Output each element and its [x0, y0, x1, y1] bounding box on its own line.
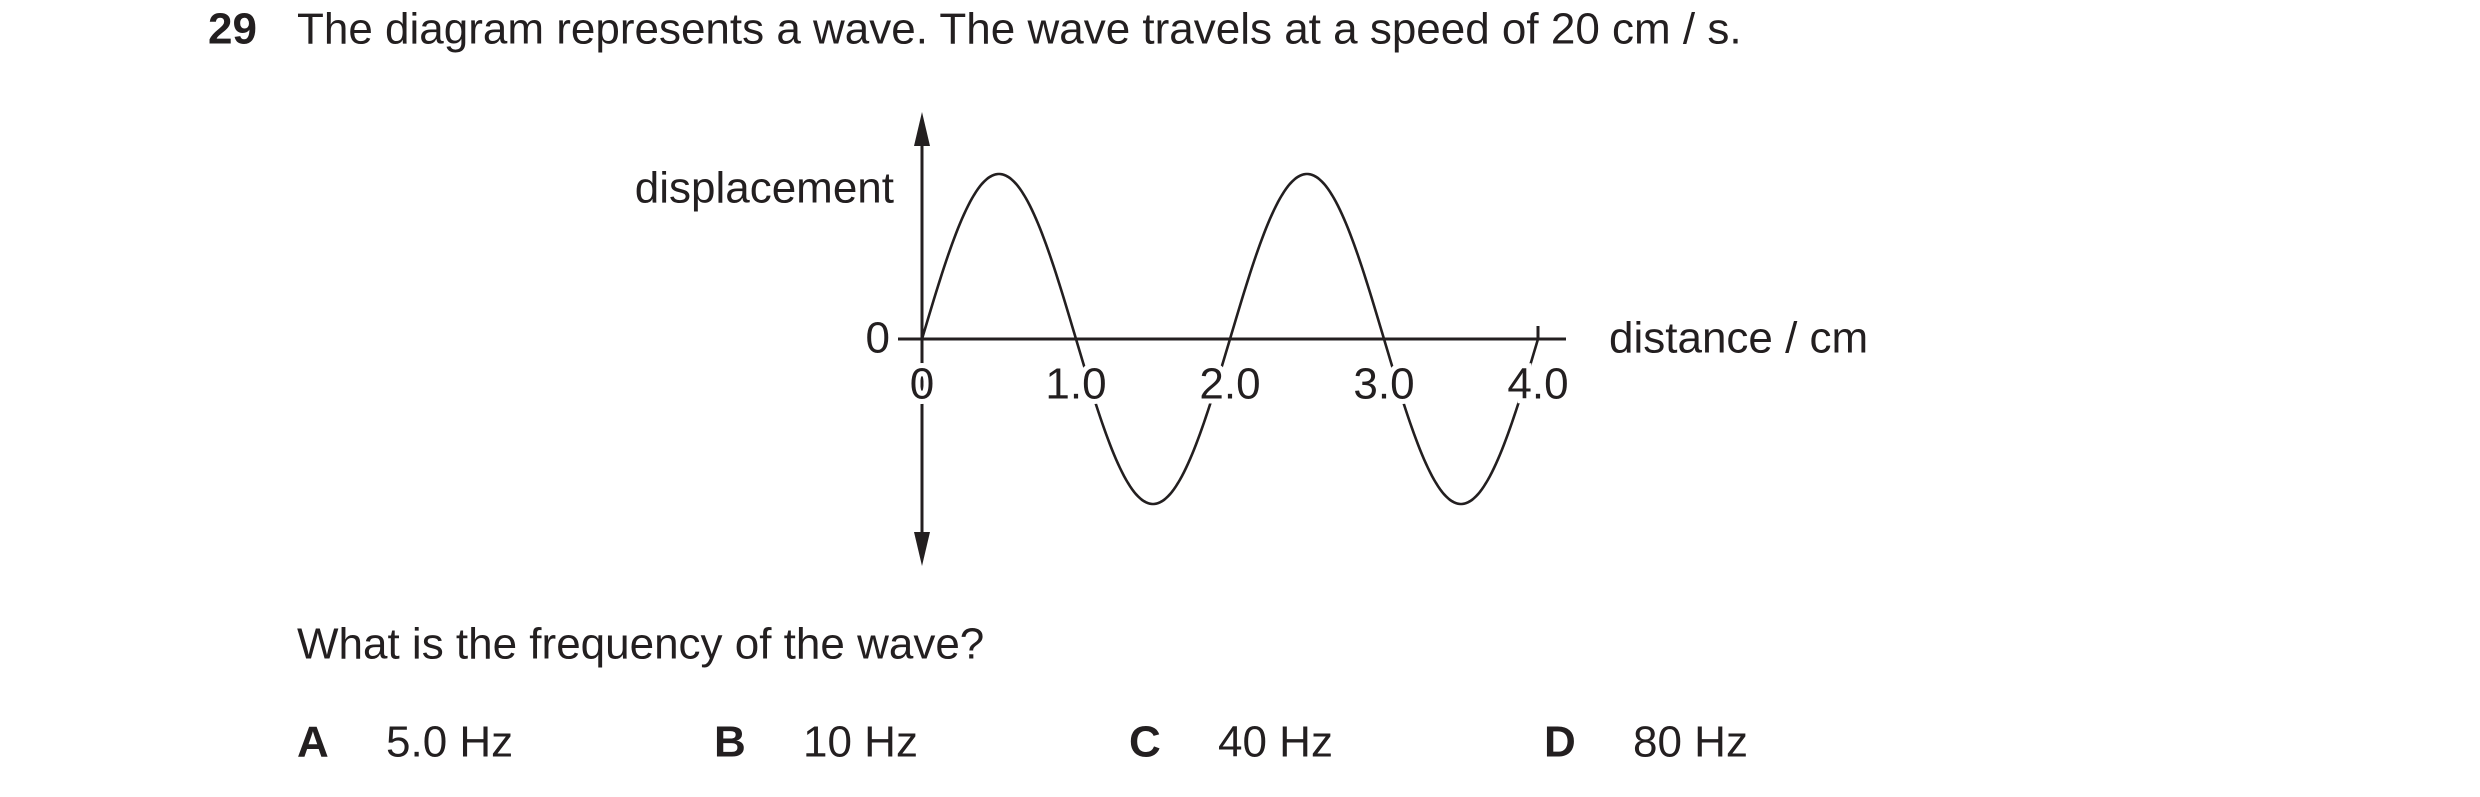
arrow-up [914, 112, 930, 146]
wave-curve [920, 172, 1540, 506]
y-axis-label: displacement [635, 164, 894, 213]
question-text: The diagram represents a wave. The wave … [297, 5, 1742, 54]
options: A 5.0 Hz B 10 Hz C 40 Hz D 80 Hz [297, 718, 1748, 767]
arrow-down [914, 532, 930, 566]
option-text: 40 Hz [1218, 718, 1333, 767]
question-number: 29 [208, 5, 257, 54]
y-zero-label: 0 [866, 314, 890, 363]
option-text: 10 Hz [803, 718, 918, 767]
x-tick-label: 1.0 [1045, 360, 1106, 409]
option-letter: C [1129, 718, 1161, 767]
x-tick-label: 4.0 [1507, 360, 1568, 409]
x-tick-label: 0 [910, 360, 934, 409]
option-letter: B [714, 718, 746, 767]
option-letter: A [297, 718, 329, 767]
x-tick-label: 3.0 [1353, 360, 1414, 409]
x-tick-labels: 0 1.0 2.0 3.0 4.0 [905, 326, 1574, 414]
option-letter: D [1544, 718, 1576, 767]
x-axis-label: distance / cm [1609, 314, 1868, 363]
wave-diagram [898, 112, 1566, 566]
prompt: What is the frequency of the wave? [297, 620, 984, 669]
x-tick-label: 2.0 [1199, 360, 1260, 409]
option-text: 80 Hz [1633, 718, 1748, 767]
option-text: 5.0 Hz [386, 718, 513, 767]
